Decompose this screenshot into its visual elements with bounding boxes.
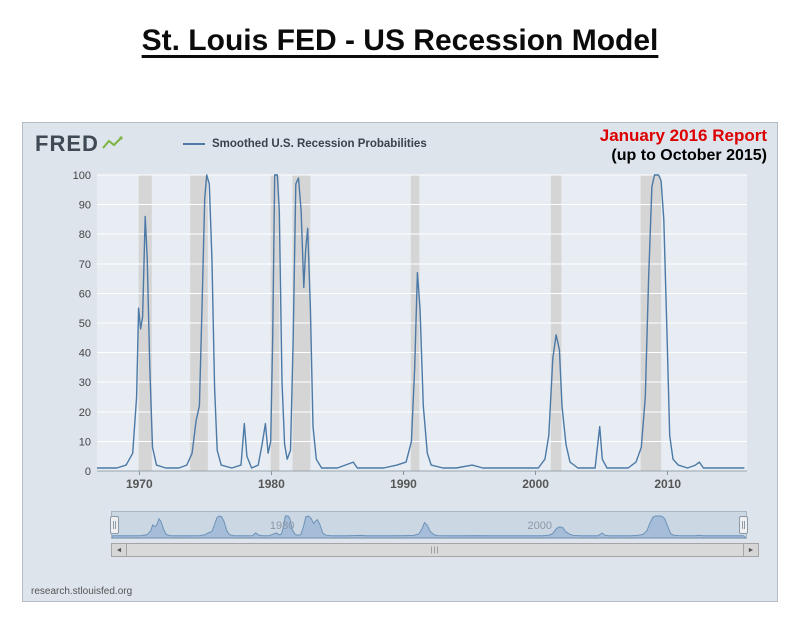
scrollbar-thumb[interactable]: ||| <box>127 544 743 556</box>
main-chart-area: 0 10 20 30 40 50 60 70 80 90 100 1970 1980 1990 2000 20… <box>63 167 753 497</box>
svg-text:70: 70 <box>79 259 91 271</box>
fred-logo[interactable]: FRED <box>35 131 126 157</box>
report-subtitle: (up to October 2015) <box>611 147 767 165</box>
svg-text:40: 40 <box>79 348 91 360</box>
source-url: research.stlouisfed.org <box>31 586 133 597</box>
svg-text:30: 30 <box>79 377 91 389</box>
fred-logo-text: FRED <box>35 131 99 156</box>
scroll-right-button[interactable]: ► <box>743 544 758 556</box>
svg-text:1970: 1970 <box>126 477 153 491</box>
report-note: January 2016 Report (up to October 2015) <box>600 125 767 166</box>
svg-text:2000: 2000 <box>522 477 549 491</box>
navigator-left-handle[interactable] <box>110 516 119 534</box>
svg-text:100: 100 <box>73 170 91 182</box>
recession-probability-chart: 0 10 20 30 40 50 60 70 80 90 100 1970 1980 1990 2000 20… <box>73 170 747 491</box>
svg-text:10: 10 <box>79 436 91 448</box>
svg-text:1980: 1980 <box>258 477 285 491</box>
scroll-left-button[interactable]: ◄ <box>112 544 127 556</box>
legend-line-icon <box>183 143 205 145</box>
page-title: St. Louis FED - US Recession Model <box>141 24 659 57</box>
svg-text:1980: 1980 <box>270 520 294 532</box>
horizontal-scrollbar[interactable]: ◄ ||| ► <box>111 543 759 557</box>
svg-text:2000: 2000 <box>528 520 552 532</box>
svg-text:80: 80 <box>79 229 91 241</box>
svg-text:50: 50 <box>79 318 91 330</box>
scrollbar-grip-icon: ||| <box>430 546 440 554</box>
svg-text:0: 0 <box>85 466 91 478</box>
navigator-right-handle[interactable] <box>739 516 748 534</box>
left-arrow-icon: ◄ <box>115 546 123 554</box>
range-navigator[interactable]: 1980 2000 <box>110 511 748 539</box>
fred-sparkline-icon <box>102 131 126 157</box>
report-title: January 2016 Report <box>599 126 767 145</box>
navigator-mini-chart: 1980 2000 <box>111 515 748 539</box>
legend: Smoothed U.S. Recession Probabilities <box>183 138 427 150</box>
svg-text:2010: 2010 <box>654 477 681 491</box>
svg-text:60: 60 <box>79 288 91 300</box>
svg-text:90: 90 <box>79 200 91 212</box>
svg-text:20: 20 <box>79 407 91 419</box>
legend-label: Smoothed U.S. Recession Probabilities <box>212 138 427 150</box>
svg-text:1990: 1990 <box>390 477 417 491</box>
right-arrow-icon: ► <box>747 546 755 554</box>
fred-chart-panel: FRED Smoothed U.S. Recession Probabiliti… <box>22 122 778 602</box>
